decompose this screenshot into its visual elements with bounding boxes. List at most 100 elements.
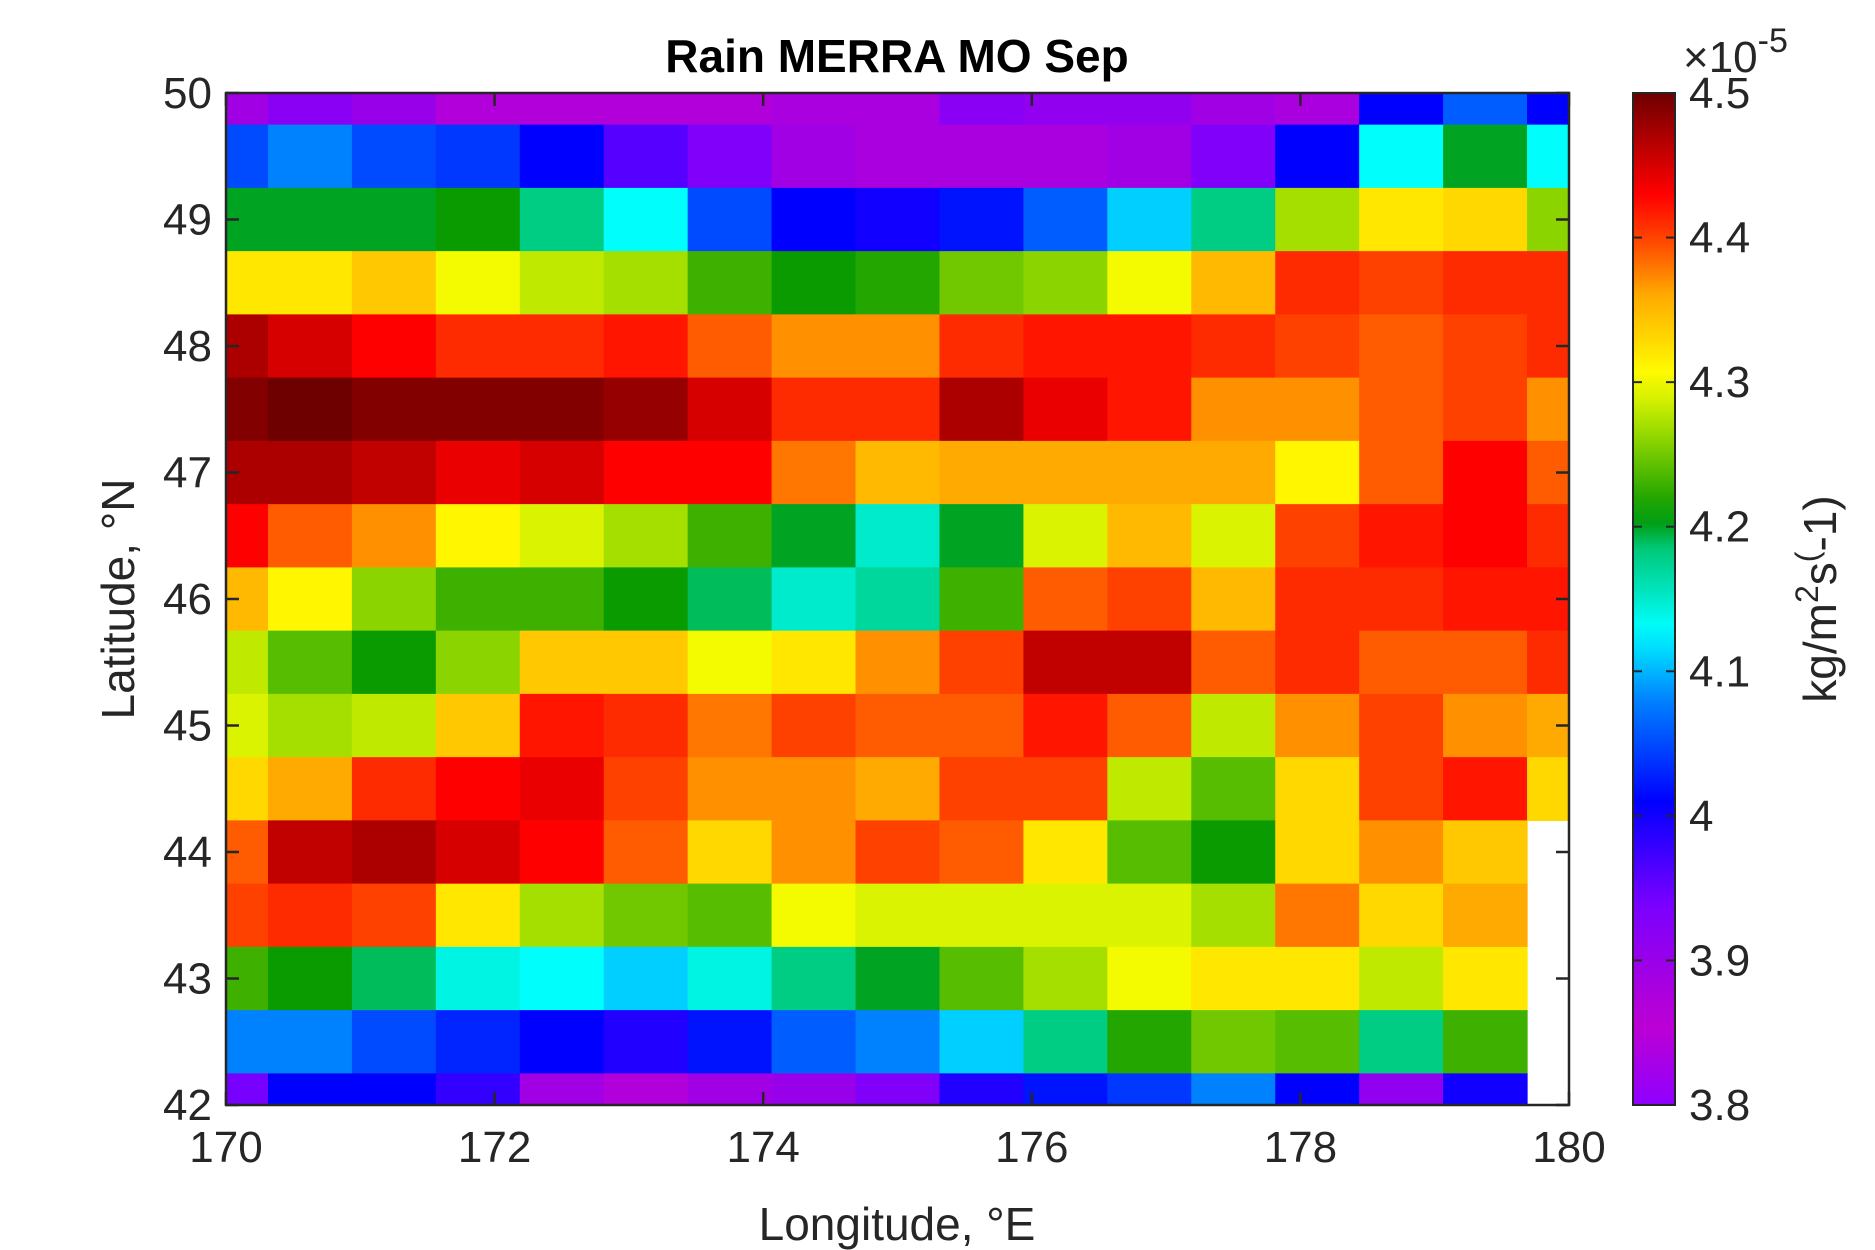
heatmap-cell <box>226 630 269 695</box>
heatmap-cell <box>435 820 521 885</box>
heatmap-cell <box>1443 251 1528 315</box>
heatmap-cell <box>771 377 857 442</box>
x-axis-ticks: 170 172 174 176 178 180 <box>189 93 1606 1172</box>
heatmap-cell <box>771 693 857 758</box>
heatmap-cell <box>1023 630 1108 695</box>
heatmap-cell <box>267 1010 353 1074</box>
heatmap-cell <box>939 440 1025 505</box>
colorbar-exponent-power: -5 <box>1758 22 1788 60</box>
heatmap-cell <box>939 187 1025 252</box>
colorbar-label-main: kg/m <box>1794 603 1846 703</box>
heatmap-cell <box>855 1073 941 1106</box>
heatmap-cell <box>1107 504 1192 568</box>
heatmap-cell <box>519 124 605 189</box>
heatmap-cell <box>603 1010 689 1074</box>
heatmap-cell <box>519 757 605 821</box>
heatmap-cell <box>1359 883 1444 948</box>
heatmap-cell <box>1191 187 1276 252</box>
heatmap-cell <box>435 1073 521 1106</box>
heatmap-cell <box>687 124 773 189</box>
x-tick-label: 180 <box>1532 1123 1605 1172</box>
heatmap-cell <box>855 93 941 126</box>
heatmap-cell <box>435 440 521 505</box>
heatmap-cell <box>1443 440 1528 505</box>
heatmap-cell <box>1443 757 1528 821</box>
heatmap-cell <box>1191 93 1276 126</box>
heatmap-cell <box>603 820 689 885</box>
heatmap-cell <box>1443 1073 1528 1106</box>
heatmap-cell <box>267 567 353 632</box>
heatmap-cell <box>1527 124 1570 189</box>
heatmap-cell <box>687 504 773 568</box>
heatmap-cell <box>435 187 521 252</box>
heatmap-cell <box>687 440 773 505</box>
heatmap-cell <box>603 1073 689 1106</box>
heatmap-cell <box>1359 504 1444 568</box>
heatmap-cell <box>1023 377 1108 442</box>
heatmap-cell <box>603 187 689 252</box>
heatmap-cell <box>1443 124 1528 189</box>
heatmap-cell <box>771 946 857 1011</box>
heatmap-cell <box>1275 693 1360 758</box>
heatmap-cell <box>603 567 689 632</box>
heatmap-cell <box>855 314 941 379</box>
heatmap-cell <box>1023 1073 1108 1106</box>
colorbar-ticks: 3.8 3.9 4 4.1 4.2 4.3 4.4 4.5 <box>1633 69 1750 1130</box>
heatmap-cell <box>351 377 437 442</box>
heatmap-cell <box>1275 820 1360 885</box>
heatmap-cells <box>226 93 1570 1106</box>
heatmap-cell <box>226 93 269 126</box>
colorbar <box>1632 92 1676 1106</box>
heatmap-cell <box>1275 567 1360 632</box>
heatmap-cell <box>939 1010 1025 1074</box>
heatmap-cell <box>1191 693 1276 758</box>
heatmap-cell <box>1359 693 1444 758</box>
heatmap-cell <box>267 504 353 568</box>
heatmap-cell <box>855 124 941 189</box>
heatmap-cell <box>226 251 269 315</box>
heatmap-cell <box>435 946 521 1011</box>
heatmap-cell <box>1275 883 1360 948</box>
heatmap-cell <box>519 440 605 505</box>
heatmap-cell <box>771 187 857 252</box>
heatmap-cell <box>226 1010 269 1074</box>
heatmap-cell <box>603 377 689 442</box>
heatmap-cell <box>855 820 941 885</box>
heatmap-cell <box>1023 504 1108 568</box>
heatmap-cell <box>1443 314 1528 379</box>
heatmap-cell <box>435 377 521 442</box>
heatmap-cell <box>435 883 521 948</box>
colorbar-exponent-base: ×10 <box>1683 33 1758 82</box>
heatmap-cell <box>1359 377 1444 442</box>
heatmap-cell <box>771 630 857 695</box>
heatmap-cell <box>1023 187 1108 252</box>
heatmap-cell <box>1107 377 1192 442</box>
colorbar-label-end: -1) <box>1794 495 1846 551</box>
heatmap-cell <box>939 251 1025 315</box>
heatmap-cell <box>1191 883 1276 948</box>
heatmap-cell <box>603 757 689 821</box>
heatmap-cell <box>519 251 605 315</box>
heatmap-cell <box>1023 567 1108 632</box>
heatmap-cell <box>351 124 437 189</box>
heatmap-cell <box>939 946 1025 1011</box>
heatmap-cell <box>855 757 941 821</box>
heatmap-cell <box>687 314 773 379</box>
heatmap-cell <box>435 567 521 632</box>
colorbar-tick-label: 4.2 <box>1689 503 1750 552</box>
heatmap-cell <box>267 1073 353 1106</box>
heatmap-cell <box>1107 946 1192 1011</box>
heatmap-cell <box>226 124 269 189</box>
heatmap-cell <box>603 440 689 505</box>
heatmap-cell <box>1527 757 1570 821</box>
y-tick-label: 46 <box>163 575 212 624</box>
heatmap-cell <box>519 567 605 632</box>
heatmap-cell <box>267 124 353 189</box>
y-tick-label: 47 <box>163 449 212 498</box>
heatmap-cell <box>855 504 941 568</box>
colorbar-tick-label: 4 <box>1689 792 1713 841</box>
colorbar-tick-label: 3.9 <box>1689 936 1750 985</box>
heatmap-cell <box>267 946 353 1011</box>
heatmap-cell <box>1359 1010 1444 1074</box>
